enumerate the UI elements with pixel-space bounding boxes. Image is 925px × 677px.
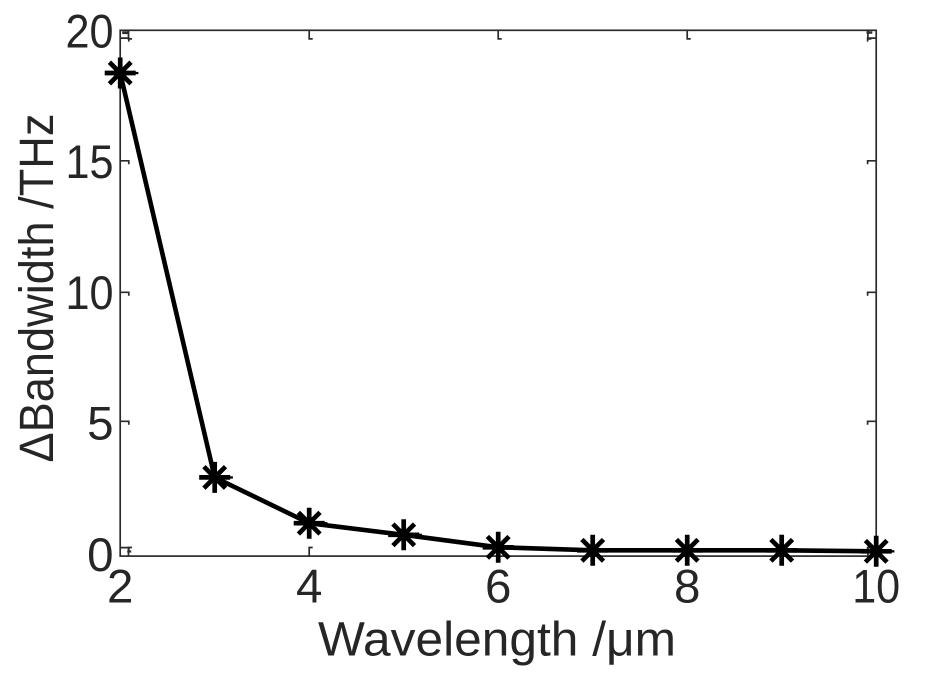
svg-text:Wavelength /μm: Wavelength /μm — [318, 613, 676, 667]
svg-text:8: 8 — [674, 561, 700, 614]
svg-text:20: 20 — [66, 6, 114, 59]
svg-text:4: 4 — [296, 561, 322, 614]
svg-text:6: 6 — [485, 561, 511, 614]
svg-text:10: 10 — [66, 267, 114, 320]
svg-text:10: 10 — [852, 561, 900, 614]
svg-text:ΔBandwidth /THz: ΔBandwidth /THz — [10, 114, 64, 463]
svg-text:5: 5 — [87, 398, 113, 451]
svg-text:15: 15 — [66, 136, 114, 189]
svg-text:0: 0 — [87, 529, 113, 582]
svg-text:2: 2 — [107, 561, 133, 614]
